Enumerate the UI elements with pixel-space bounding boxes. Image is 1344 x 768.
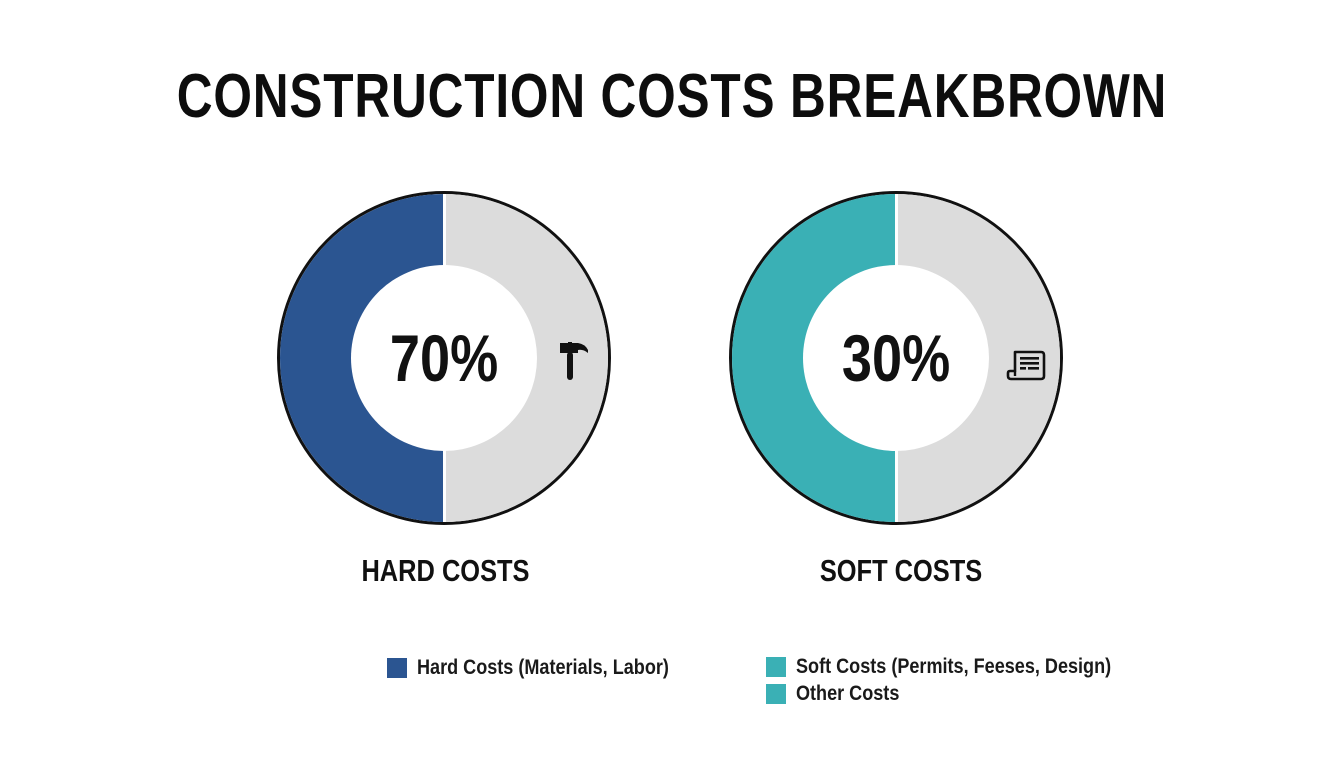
legend-item-other-costs: Other Costs xyxy=(766,682,916,706)
document-scroll-icon xyxy=(1005,349,1047,388)
hard-costs-label: HARD COSTS xyxy=(360,553,530,588)
donut-hole xyxy=(803,265,989,451)
hard-costs-percent: 70% xyxy=(389,321,499,395)
hammer-icon xyxy=(558,339,588,388)
legend-item-hard-costs: Hard Costs (Materials, Labor) xyxy=(387,656,710,680)
hard-costs-donut: 70% xyxy=(277,191,611,525)
soft-costs-donut: 30% xyxy=(729,191,1063,525)
soft-costs-label: SOFT COSTS xyxy=(819,553,983,588)
donut-hole xyxy=(351,265,537,451)
legend-swatch-other xyxy=(766,684,786,704)
chart-title: CONSTRUCTION COSTS BREAKBROWN xyxy=(0,62,1344,132)
chart-title-text: CONSTRUCTION COSTS BREAKBROWN xyxy=(176,62,1168,131)
legend-swatch-hard xyxy=(387,658,407,678)
legend-item-soft-costs: Soft Costs (Permits, Feeses, Design) xyxy=(766,655,1162,679)
soft-costs-percent: 30% xyxy=(841,321,951,395)
legend-swatch-soft xyxy=(766,657,786,677)
